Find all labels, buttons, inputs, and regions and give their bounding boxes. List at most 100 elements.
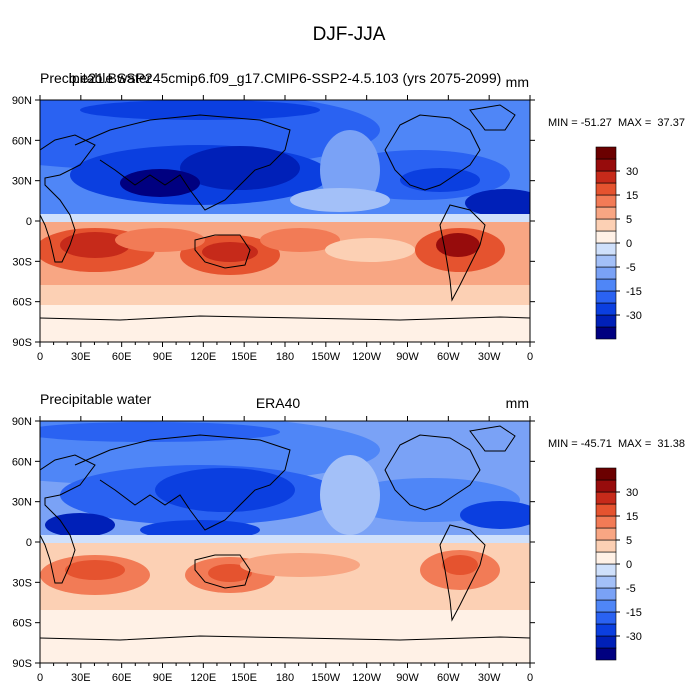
colorbar-swatch: [595, 290, 617, 304]
colorbar-tick-label: -5: [626, 583, 636, 595]
y-tick-label: 30S: [12, 577, 32, 589]
colorbar-tick-label: 15: [626, 190, 638, 202]
y-tick-label: 0: [26, 216, 32, 228]
panel-model-units: mm: [506, 74, 529, 90]
colorbar-swatch: [595, 230, 617, 244]
panel-model-stats: MIN = -51.27 MAX = 37.37: [548, 117, 685, 129]
colorbar-tick-label: -30: [626, 631, 642, 643]
x-tick-label: 90W: [396, 351, 419, 363]
y-tick-label: 30N: [12, 176, 32, 188]
colorbar-tick-label: -15: [626, 607, 642, 619]
x-tick-label: 150E: [231, 351, 257, 363]
colorbar-swatch: [595, 278, 617, 292]
colorbar-tick-label: 15: [626, 511, 638, 523]
colorbar-swatch: [595, 623, 617, 637]
panel-obs-center-title: ERA40: [256, 395, 301, 411]
x-tick-label: 60E: [112, 672, 132, 684]
colorbar-swatch: [595, 551, 617, 565]
colorbar-obs: 30 15 5 0 -5 -15 -30: [595, 467, 642, 661]
x-tick-label: 90W: [396, 672, 419, 684]
colorbar-swatch: [595, 242, 617, 256]
colorbar-swatch: [595, 146, 617, 160]
y-tick-label: 0: [26, 537, 32, 549]
panel-model-coastlines: [40, 104, 530, 321]
colorbar-swatch: [595, 182, 617, 196]
colorbar-swatch: [595, 467, 617, 481]
x-tick-label: 0: [37, 351, 43, 363]
colorbar-swatch: [595, 218, 617, 232]
colorbar-tick-label: 30: [626, 166, 638, 178]
panel-model: Precipitable water b.e21.BSSP245cmip6.f0…: [12, 70, 685, 363]
x-tick-label: 60W: [437, 672, 460, 684]
x-tick-label: 120E: [190, 351, 216, 363]
x-tick-label: 0: [527, 672, 533, 684]
y-tick-label: 30S: [12, 256, 32, 268]
colorbar-tick-label: 5: [626, 214, 632, 226]
colorbar-swatch: [595, 479, 617, 493]
x-tick-label: 120W: [352, 351, 381, 363]
colorbar-swatch: [595, 158, 617, 172]
colorbar-model: 30 15 5 0 -5 -15 -30: [595, 146, 642, 340]
colorbar-swatch: [595, 170, 617, 184]
colorbar-swatch: [595, 587, 617, 601]
colorbar-swatch: [595, 527, 617, 541]
x-tick-label: 90E: [153, 672, 173, 684]
colorbar-swatch: [595, 302, 617, 316]
colorbar-swatch: [595, 575, 617, 589]
x-tick-label: 150E: [231, 672, 257, 684]
y-tick-label: 30N: [12, 497, 32, 509]
panel-obs-units: mm: [506, 395, 529, 411]
panel-model-axes: 0 30E 60E 90E 120E 150E 180 150W 120W 90W 60W 30W 09…: [12, 95, 535, 363]
y-tick-label: 90N: [12, 95, 32, 107]
x-tick-label: 180: [276, 351, 294, 363]
colorbar-swatch: [595, 326, 617, 340]
panel-obs-field: [40, 421, 530, 663]
colorbar-tick-label: 0: [626, 559, 632, 571]
y-tick-label: 90S: [12, 658, 32, 670]
y-tick-label: 60S: [12, 297, 32, 309]
colorbar-swatch: [595, 254, 617, 268]
colorbar-tick-label: -30: [626, 310, 642, 322]
x-tick-label: 30W: [478, 672, 501, 684]
x-tick-label: 0: [527, 351, 533, 363]
colorbar-swatch: [595, 539, 617, 553]
colorbar-swatch: [595, 647, 617, 661]
x-tick-label: 60E: [112, 351, 132, 363]
colorbar-swatch: [595, 515, 617, 529]
panel-obs-stats: MIN = -45.71 MAX = 31.38: [548, 438, 685, 450]
x-tick-label: 90E: [153, 351, 173, 363]
panel-obs-left-title: Precipitable water: [40, 391, 152, 407]
y-tick-label: 60N: [12, 456, 32, 468]
x-tick-label: 150W: [311, 672, 340, 684]
x-tick-label: 180: [276, 672, 294, 684]
colorbar-swatch: [595, 206, 617, 220]
colorbar-swatch: [595, 491, 617, 505]
x-tick-label: 120W: [352, 672, 381, 684]
colorbar-swatch: [595, 503, 617, 517]
panel-obs-coastlines: [40, 425, 530, 641]
colorbar-swatch: [595, 599, 617, 613]
x-tick-label: 30E: [71, 351, 91, 363]
figure-title: DJF-JJA: [313, 24, 386, 45]
colorbar-tick-label: 0: [626, 238, 632, 250]
panel-obs: Precipitable water ERA40 mm MIN = -45.71…: [12, 391, 685, 684]
y-tick-label: 90N: [12, 416, 32, 428]
panel-obs-axes: 0 30E 60E 90E 120E 150E 180 150W 120W 90W 60W 30W 09…: [12, 416, 535, 684]
colorbar-swatch: [595, 611, 617, 625]
x-tick-label: 30E: [71, 672, 91, 684]
panel-model-left-title: Precipitable water: [40, 70, 152, 86]
panel-model-field: [40, 100, 530, 342]
colorbar-swatch: [595, 194, 617, 208]
x-tick-label: 150W: [311, 351, 340, 363]
colorbar-tick-label: 5: [626, 535, 632, 547]
y-tick-label: 90S: [12, 337, 32, 349]
colorbar-tick-label: -15: [626, 286, 642, 298]
colorbar-swatch: [595, 314, 617, 328]
x-tick-label: 30W: [478, 351, 501, 363]
panel-model-center-title: b.e21.BSSP245cmip6.f09_g17.CMIP6-SSP2-4.…: [69, 70, 502, 86]
y-tick-label: 60N: [12, 135, 32, 147]
x-tick-label: 60W: [437, 351, 460, 363]
x-tick-label: 0: [37, 672, 43, 684]
colorbar-tick-label: -5: [626, 262, 636, 274]
